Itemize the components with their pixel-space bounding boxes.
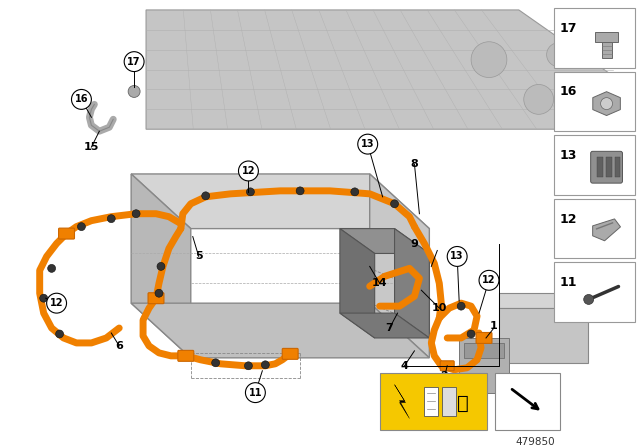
Circle shape — [390, 200, 399, 208]
Text: 12: 12 — [50, 298, 63, 308]
Polygon shape — [602, 42, 612, 58]
Circle shape — [47, 293, 67, 313]
Text: 14: 14 — [372, 278, 387, 289]
Polygon shape — [340, 228, 429, 254]
Circle shape — [296, 187, 304, 195]
Circle shape — [584, 294, 594, 304]
Circle shape — [239, 161, 259, 181]
Circle shape — [447, 246, 467, 267]
Circle shape — [471, 42, 507, 78]
Text: 5: 5 — [195, 251, 202, 262]
Circle shape — [202, 192, 210, 200]
Text: 11: 11 — [249, 388, 262, 398]
Circle shape — [128, 86, 140, 97]
Polygon shape — [394, 385, 410, 418]
Circle shape — [72, 90, 92, 109]
Text: 2: 2 — [440, 371, 448, 381]
Text: 15: 15 — [84, 142, 99, 152]
Circle shape — [467, 330, 475, 338]
Circle shape — [212, 359, 220, 367]
Text: 479850: 479850 — [515, 437, 555, 448]
Polygon shape — [146, 10, 618, 129]
Text: 8: 8 — [410, 159, 419, 169]
FancyBboxPatch shape — [178, 350, 194, 362]
Circle shape — [132, 210, 140, 218]
Polygon shape — [593, 219, 621, 241]
Polygon shape — [459, 338, 509, 392]
Text: 10: 10 — [431, 303, 447, 313]
Polygon shape — [340, 228, 374, 338]
Text: 12: 12 — [559, 213, 577, 226]
Text: 6: 6 — [115, 341, 123, 351]
Circle shape — [244, 362, 252, 370]
Circle shape — [124, 52, 144, 72]
Circle shape — [246, 188, 254, 196]
Circle shape — [524, 85, 554, 114]
Circle shape — [358, 134, 378, 154]
Polygon shape — [464, 343, 504, 358]
Polygon shape — [554, 199, 635, 258]
Text: ✋: ✋ — [457, 394, 469, 413]
Polygon shape — [394, 228, 429, 338]
Polygon shape — [370, 174, 429, 358]
FancyBboxPatch shape — [59, 228, 74, 239]
FancyBboxPatch shape — [440, 361, 454, 371]
Polygon shape — [340, 313, 429, 338]
Polygon shape — [554, 135, 635, 195]
Polygon shape — [554, 263, 635, 322]
Polygon shape — [554, 72, 635, 131]
Polygon shape — [131, 303, 429, 358]
Circle shape — [547, 43, 570, 67]
Text: 1: 1 — [490, 321, 498, 331]
Text: 16: 16 — [75, 95, 88, 104]
Polygon shape — [131, 174, 191, 358]
Polygon shape — [605, 157, 612, 177]
FancyBboxPatch shape — [476, 332, 492, 344]
Text: 11: 11 — [559, 276, 577, 289]
FancyBboxPatch shape — [282, 349, 298, 359]
Circle shape — [47, 264, 56, 272]
Text: 17: 17 — [559, 22, 577, 35]
Polygon shape — [442, 387, 456, 417]
Polygon shape — [495, 373, 559, 431]
Polygon shape — [131, 174, 429, 228]
Circle shape — [351, 188, 359, 196]
Polygon shape — [554, 8, 635, 68]
Circle shape — [155, 289, 163, 297]
Text: 7: 7 — [386, 323, 394, 333]
Polygon shape — [499, 308, 588, 363]
Text: 12: 12 — [242, 166, 255, 176]
Circle shape — [77, 223, 85, 231]
Polygon shape — [380, 373, 487, 431]
Text: 3: 3 — [467, 403, 475, 413]
Circle shape — [108, 215, 115, 223]
Polygon shape — [595, 32, 618, 42]
FancyBboxPatch shape — [148, 293, 164, 304]
Polygon shape — [499, 293, 588, 308]
Circle shape — [600, 98, 612, 110]
FancyBboxPatch shape — [591, 151, 623, 183]
Text: 9: 9 — [410, 238, 419, 249]
Circle shape — [479, 270, 499, 290]
Text: 4: 4 — [401, 361, 408, 371]
Polygon shape — [593, 92, 620, 116]
Text: 13: 13 — [559, 149, 577, 162]
Circle shape — [246, 383, 266, 403]
Circle shape — [56, 330, 63, 338]
Polygon shape — [596, 157, 603, 177]
Text: 12: 12 — [482, 276, 496, 285]
Polygon shape — [614, 157, 621, 177]
Text: 13: 13 — [361, 139, 374, 149]
Text: 13: 13 — [451, 251, 464, 262]
Text: 16: 16 — [559, 86, 577, 99]
Circle shape — [457, 302, 465, 310]
Circle shape — [261, 361, 269, 369]
Circle shape — [40, 294, 47, 302]
Circle shape — [157, 263, 165, 270]
Polygon shape — [424, 387, 438, 417]
Text: 17: 17 — [127, 56, 141, 67]
